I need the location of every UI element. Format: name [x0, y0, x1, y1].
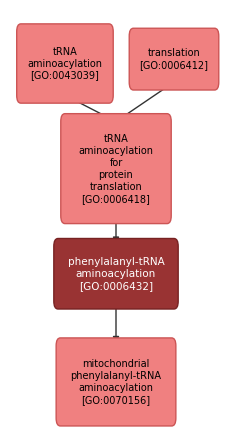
FancyBboxPatch shape	[54, 238, 177, 309]
FancyBboxPatch shape	[56, 338, 175, 426]
Text: tRNA
aminoacylation
for
protein
translation
[GO:0006418]: tRNA aminoacylation for protein translat…	[78, 134, 153, 204]
Text: translation
[GO:0006412]: translation [GO:0006412]	[139, 48, 208, 70]
FancyBboxPatch shape	[17, 24, 113, 103]
Text: mitochondrial
phenylalanyl-tRNA
aminoacylation
[GO:0070156]: mitochondrial phenylalanyl-tRNA aminoacy…	[70, 359, 161, 405]
Text: phenylalanyl-tRNA
aminoacylation
[GO:0006432]: phenylalanyl-tRNA aminoacylation [GO:000…	[67, 257, 164, 291]
FancyBboxPatch shape	[129, 28, 218, 90]
FancyBboxPatch shape	[61, 114, 170, 224]
Text: tRNA
aminoacylation
[GO:0043039]: tRNA aminoacylation [GO:0043039]	[27, 46, 102, 81]
